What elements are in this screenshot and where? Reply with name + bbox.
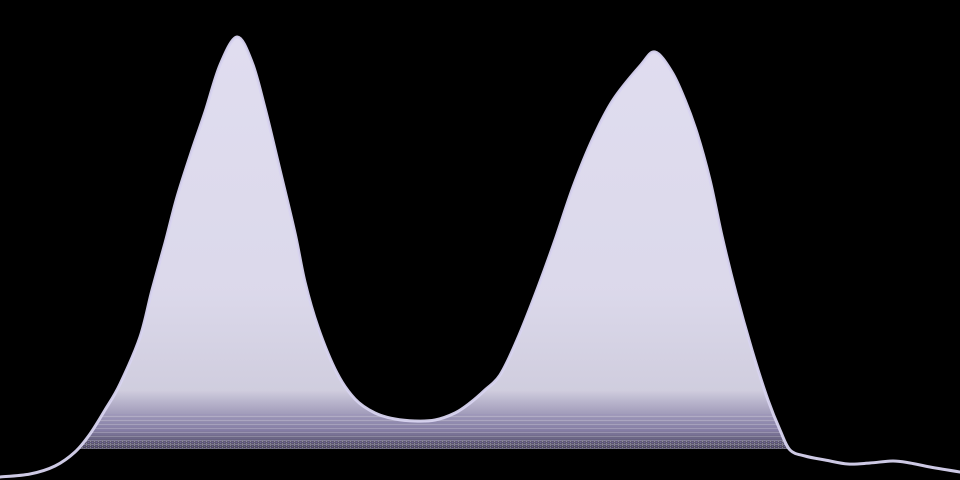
fade-band-dots bbox=[0, 440, 960, 449]
density-area-fill bbox=[78, 36, 790, 449]
density-curve-line bbox=[0, 35, 960, 479]
area-fill-group bbox=[78, 36, 790, 449]
